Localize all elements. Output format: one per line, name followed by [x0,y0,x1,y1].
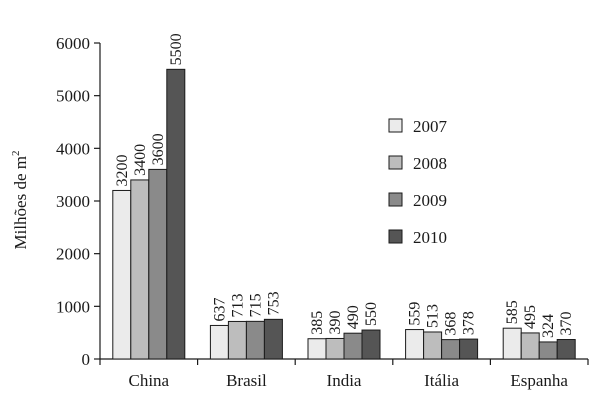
data-label: 637 [211,297,228,321]
bar [538,341,558,360]
bar [520,332,540,360]
data-label: 368 [443,312,460,336]
legend-label: 2008 [413,154,447,173]
axes: 0 1000 2000 3000 4000 5000 6000 China Brasil Indi… [56,34,589,390]
data-label: 3400 [132,144,149,176]
data-label: 715 [247,293,264,317]
data-label: 385 [309,311,326,335]
legend-label: 2009 [413,191,447,210]
bar [459,338,479,360]
legend-label: 2007 [413,117,448,136]
data-label: 390 [327,310,344,334]
y-tick-label: 4000 [56,139,90,158]
bar [112,189,132,360]
data-label: 495 [522,305,539,329]
bar [556,339,576,360]
bar [343,332,363,360]
data-label: 3200 [114,154,131,186]
bar [227,320,247,360]
bar [130,179,150,360]
data-label: 3600 [150,133,167,165]
bar [148,168,168,360]
data-label: 378 [461,311,478,335]
x-category-label: Itália [424,371,459,390]
x-category-label: China [128,371,169,390]
bar [245,320,265,360]
data-label: 585 [504,300,521,324]
legend: 2007 2008 2009 2010 [388,117,448,247]
data-label: 324 [540,314,557,338]
bar [441,339,461,360]
bar [209,324,229,360]
bar [263,318,283,360]
data-label: 513 [425,304,442,328]
bar [325,337,345,360]
data-label: 550 [363,302,380,326]
legend-swatch [388,192,403,207]
bar [502,327,522,360]
legend-swatch [388,118,403,133]
data-label: 5500 [168,33,185,65]
y-tick-label: 1000 [56,297,90,316]
y-tick-label: 6000 [56,34,90,53]
y-tick-label: 0 [82,350,91,369]
bar [361,329,381,360]
bars: 3200 3400 3600 5500 637 713 715 753 385 390 490 550… [112,33,576,360]
data-label: 490 [345,305,362,329]
bar [405,329,425,360]
x-category-label: India [327,371,362,390]
bar [307,338,327,360]
x-category-label: Brasil [226,371,267,390]
y-tick-label: 3000 [56,192,90,211]
data-label: 713 [229,293,246,317]
legend-label: 2010 [413,228,447,247]
bar [423,331,443,360]
data-label: 753 [265,291,282,315]
x-category-label: Espanha [510,371,568,390]
y-tick-label: 5000 [56,87,90,106]
bar [166,68,186,360]
legend-swatch [388,229,403,244]
data-label: 559 [407,302,424,326]
data-label: 370 [558,312,575,336]
y-axis-title: Milhões de m2 [10,151,30,250]
legend-swatch [388,155,403,170]
y-tick-label: 2000 [56,245,90,264]
